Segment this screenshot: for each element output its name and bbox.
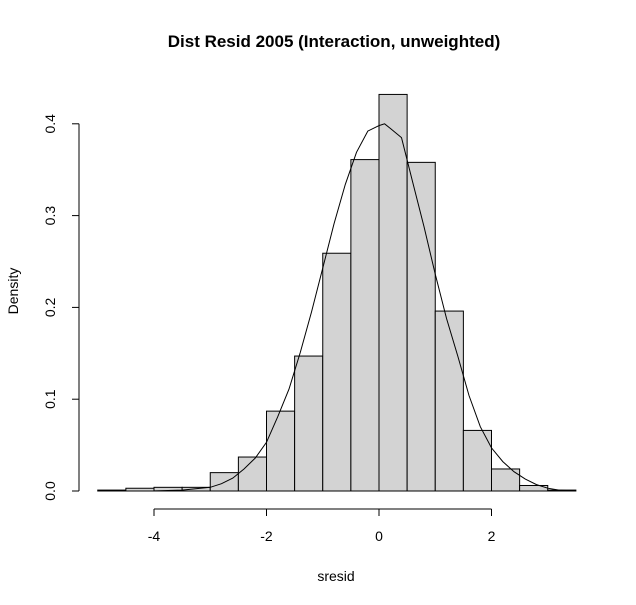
histogram-bar (237, 456, 267, 492)
x-tick-label: -2 (260, 528, 273, 544)
x-axis-label: sresid (317, 568, 354, 584)
y-tick-label: 0.3 (42, 206, 58, 226)
histogram-bar (462, 429, 492, 492)
y-tick-label: 0.1 (42, 389, 58, 409)
x-tick-label: -4 (148, 528, 161, 544)
y-tick-label: 0.2 (42, 297, 58, 317)
x-tick-label: 2 (488, 528, 496, 544)
histogram-bar (294, 355, 324, 492)
x-axis: -4 -2 0 2 (148, 508, 496, 544)
histogram-bar (434, 310, 464, 492)
histogram-bar (378, 93, 408, 492)
histogram-bar (406, 161, 436, 492)
histogram-bar (266, 410, 296, 492)
histogram-bar (350, 159, 380, 492)
histogram-bar (491, 468, 521, 492)
y-tick-label: 0.0 (42, 481, 58, 501)
y-axis-label: Density (5, 268, 21, 315)
y-tick-label: 0.4 (42, 114, 58, 134)
y-axis: 0.0 0.1 0.2 0.3 0.4 (42, 114, 80, 501)
x-tick-label: 0 (375, 528, 383, 544)
histogram-bar (322, 252, 352, 492)
density-curve (97, 123, 576, 492)
bars-group (97, 93, 577, 492)
chart-title: Dist Resid 2005 (Interaction, unweighted… (168, 32, 501, 51)
